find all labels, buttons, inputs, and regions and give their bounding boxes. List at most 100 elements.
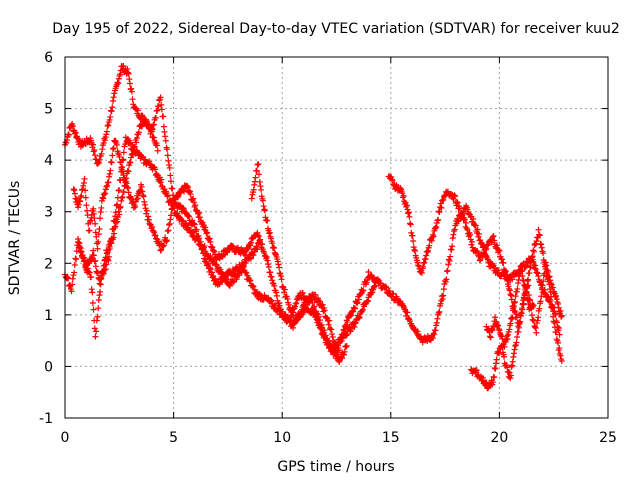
x-tick-label: 15 [382,430,400,446]
data-point [98,275,105,282]
data-point [246,278,253,285]
data-point [321,307,328,314]
data-point [211,248,218,255]
data-point [555,304,562,311]
data-point [475,230,482,237]
data-point [503,333,510,340]
data-point [192,202,199,209]
data-point [261,207,268,214]
data-point [106,170,113,177]
data-point [483,245,490,252]
data-point [506,369,513,376]
data-point [83,202,90,209]
data-point [164,146,171,153]
data-point [90,252,97,259]
data-point [516,321,523,328]
data-point [556,331,563,338]
data-point [120,172,127,179]
data-point [200,250,207,257]
data-point [465,233,472,240]
data-point [94,313,101,320]
data-point [505,331,512,338]
data-point [184,182,191,189]
data-point [210,272,217,279]
data-point [341,348,348,355]
data-point [311,303,318,310]
data-point [520,294,527,301]
data-point [141,198,148,205]
data-point [538,293,545,300]
data-point [80,258,87,265]
data-point [192,206,199,213]
data-point [508,363,515,370]
data-point [117,71,124,78]
data-point [132,203,139,210]
data-point [98,204,105,211]
data-point [440,196,447,203]
data-point [318,321,325,328]
data-point [507,320,514,327]
data-point [512,293,519,300]
data-point [443,276,450,283]
data-point [352,319,359,326]
data-point [359,306,366,313]
data-point [420,263,427,270]
data-point [165,157,172,164]
data-point [94,245,101,252]
data-point [149,223,156,230]
data-point [114,214,121,221]
data-point [351,324,358,331]
data-point [435,208,442,215]
data-point [538,241,545,248]
data-point [548,293,555,300]
data-point [292,300,299,307]
data-point [213,261,220,268]
data-point [364,298,371,305]
data-point [143,207,150,214]
data-point [405,210,412,217]
data-point [253,243,260,250]
data-point [320,308,327,315]
data-point [145,216,152,223]
x-tick-label: 5 [169,430,178,446]
data-point [205,261,212,268]
data-point [110,94,117,101]
data-point [424,249,431,256]
data-point [229,242,236,249]
data-point [535,273,542,280]
data-point [268,273,275,280]
data-point [189,217,196,224]
data-point [557,352,564,359]
data-point [95,297,102,304]
data-point [332,342,339,349]
data-point [267,269,274,276]
data-point [517,312,524,319]
data-point [109,152,116,159]
data-point [447,253,454,260]
data-point [520,277,527,284]
data-point [76,198,83,205]
data-point [332,348,339,355]
data-point [156,97,163,104]
axis-ticks [64,56,609,419]
data-point [107,113,114,120]
data-point [179,217,186,224]
data-points [62,63,565,392]
data-point [553,296,560,303]
data-point [150,134,157,141]
data-point [118,197,125,204]
data-point [405,209,412,216]
data-point [146,158,153,165]
data-point [281,289,288,296]
data-point [534,269,541,276]
y-tick-label: 0 [44,359,53,375]
data-point [145,124,152,131]
data-point [255,161,262,168]
data-point [312,291,319,298]
data-point [436,209,443,216]
data-point [321,327,328,334]
data-point [146,220,153,227]
data-point [139,112,146,119]
data-point [202,224,209,231]
data-point [215,279,222,286]
